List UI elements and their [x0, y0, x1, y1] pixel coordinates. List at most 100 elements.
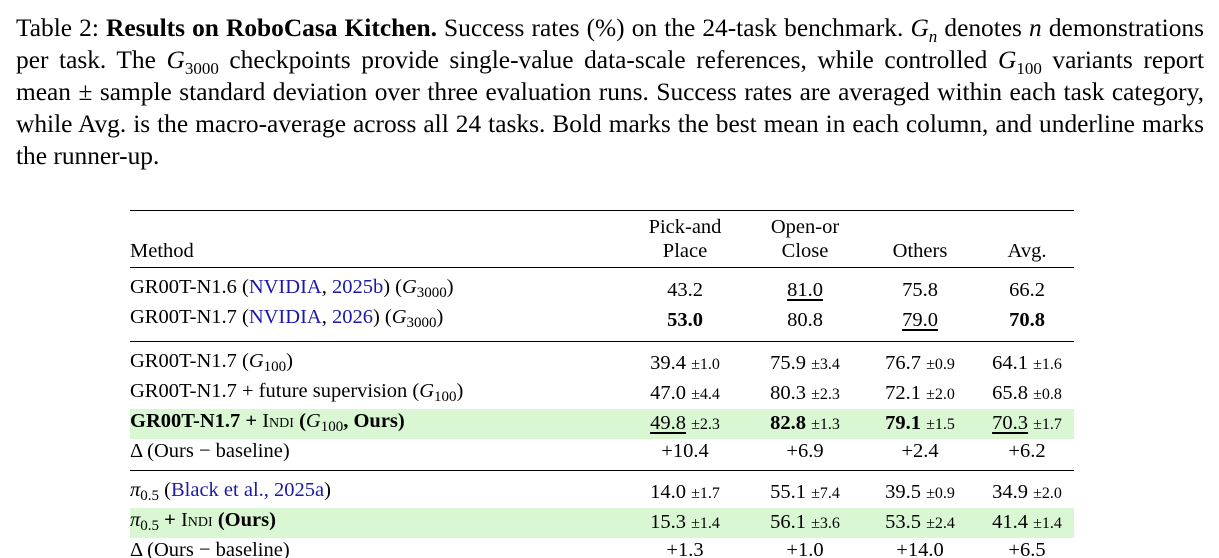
method-text: Indi: [180, 508, 213, 531]
mean-value: 49.8: [650, 412, 686, 434]
value-cell: 75.8: [860, 268, 980, 306]
method-text: GR00T-N1.7 +: [130, 410, 263, 432]
value-cell: +6.9: [750, 439, 860, 470]
caption-text: denotes: [937, 14, 1030, 42]
method-text: (Ours): [212, 508, 276, 531]
mean-value: 80.3: [770, 382, 806, 404]
std-value: ±2.3: [811, 386, 840, 403]
method-cell: Δ (Ours − baseline): [130, 538, 620, 558]
method-text: ): [324, 478, 331, 501]
table-row: Δ (Ours − baseline) +1.3 +1.0 +14.0 +6.5: [130, 538, 1074, 558]
method-text: +: [159, 508, 181, 531]
caption-math: n: [1029, 14, 1042, 42]
method-text: 3000: [416, 285, 447, 301]
method-cell: GR00T-N1.7 (NVIDIA, 2026) (G3000): [130, 305, 620, 342]
mean-value: 39.5: [885, 480, 921, 503]
std-value: ±0.8: [1033, 386, 1062, 403]
value-cell: 39.4 ±1.0: [620, 342, 750, 380]
value-cell: 65.8 ±0.8: [980, 379, 1074, 409]
row-group: π0.5 (Black et al., 2025a) 14.0 ±1.7 55.1 …: [130, 470, 1074, 558]
mean-value: 43.2: [667, 279, 703, 301]
mean-value: 15.3: [650, 510, 686, 533]
mean-value: 79.1: [885, 412, 921, 434]
std-value: ±1.3: [811, 416, 840, 433]
method-text: 3000: [406, 315, 437, 331]
results-table: Method Pick-and Place Open-or Close Others Avg…: [130, 210, 1074, 558]
std-value: ±7.4: [811, 484, 840, 502]
caption-text: Success rates (%) on the 24-task benchma…: [436, 14, 911, 42]
mean-value: 41.4: [992, 510, 1028, 533]
method-text: ,: [321, 276, 332, 298]
mean-value: +1.0: [786, 538, 824, 558]
mean-value: 39.4: [650, 352, 686, 374]
method-text: π: [130, 508, 141, 531]
mean-value: 14.0: [650, 480, 686, 503]
method-text: GR00T-N1.7 + future supervision (: [130, 380, 420, 402]
std-value: ±2.3: [691, 416, 720, 433]
method-text: NVIDIA: [248, 276, 322, 298]
mean-value: +6.5: [1008, 538, 1046, 558]
column-header: Method: [130, 211, 620, 268]
method-text: ) (: [372, 306, 392, 328]
caption-math: G: [166, 46, 185, 74]
header-text: Pick-and: [648, 216, 722, 238]
std-value: ±2.4: [926, 514, 955, 532]
mean-value: 75.9: [770, 352, 806, 374]
table-row: GR00T-N1.7 + Indi (G100, Ours) 49.8 ±2.3 8…: [130, 409, 1074, 439]
method-text: G: [391, 306, 407, 328]
method-text: 2026: [331, 306, 373, 328]
header-text: Close: [781, 240, 829, 262]
value-cell: 81.0: [750, 268, 860, 306]
caption-text: checkpoints provide single-value data-sc…: [218, 46, 998, 74]
method-text: (: [159, 478, 171, 501]
method-text: NVIDIA: [248, 306, 322, 328]
column-header: Pick-and Place: [620, 211, 750, 268]
value-cell: 43.2: [620, 268, 750, 306]
std-value: ±2.0: [926, 386, 955, 403]
caption-math: G: [997, 46, 1017, 74]
method-text: π: [130, 478, 141, 501]
std-value: ±1.7: [691, 484, 720, 502]
mean-value: 64.1: [992, 352, 1028, 374]
value-cell: +1.0: [750, 538, 860, 558]
value-cell: 72.1 ±2.0: [860, 379, 980, 409]
caption-label: Table 2:: [16, 14, 99, 42]
value-cell: 47.0 ±4.4: [620, 379, 750, 409]
method-cell: Δ (Ours − baseline): [130, 439, 620, 470]
method-text: ) (: [383, 276, 402, 298]
method-text: 2025b: [331, 276, 384, 298]
method-text: ): [286, 350, 293, 372]
row-group: GR00T-N1.7 (G100) 39.4 ±1.0 75.9 ±3.4 76.7 …: [130, 342, 1074, 470]
method-cell: π0.5 + Indi (Ours): [130, 507, 620, 538]
mean-value: +2.4: [901, 440, 939, 463]
value-cell: 79.1 ±1.5: [860, 409, 980, 439]
value-cell: +6.5: [980, 538, 1074, 558]
value-cell: 66.2: [980, 268, 1074, 306]
table-row: π0.5 (Black et al., 2025a) 14.0 ±1.7 55.1 …: [130, 470, 1074, 508]
value-cell: 49.8 ±2.3: [620, 409, 750, 439]
method-text: GR00T-N1.7 (: [130, 306, 249, 328]
value-cell: 14.0 ±1.7: [620, 470, 750, 508]
header-text: Avg.: [1007, 240, 1047, 262]
value-cell: 55.1 ±7.4: [750, 470, 860, 508]
mean-value: 75.8: [902, 279, 938, 301]
mean-value: 79.0: [902, 309, 938, 331]
method-cell: GR00T-N1.7 + Indi (G100, Ours): [130, 409, 620, 439]
table-header: Method Pick-and Place Open-or Close Others Avg…: [130, 210, 1074, 268]
method-text: 0.5: [140, 517, 160, 534]
table-row: GR00T-N1.7 + future supervision (G100) 47…: [130, 379, 1074, 409]
value-cell: 70.3 ±1.7: [980, 409, 1074, 439]
value-cell: +14.0: [860, 538, 980, 558]
mean-value: 53.0: [667, 309, 703, 331]
caption-title: Results on RoboCasa Kitchen.: [105, 14, 437, 42]
method-text: ): [446, 276, 454, 298]
mean-value: 70.3: [992, 412, 1028, 434]
method-text: G: [419, 380, 435, 402]
method-text: 100: [434, 389, 457, 405]
std-value: ±3.4: [811, 356, 840, 373]
std-value: ±1.5: [926, 416, 955, 433]
method-cell: GR00T-N1.6 (NVIDIA, 2025b) (G3000): [130, 268, 620, 306]
method-text: ): [436, 306, 444, 328]
caption-text: demonstrations per task. The: [16, 14, 1204, 74]
method-text: ,: [321, 306, 332, 328]
